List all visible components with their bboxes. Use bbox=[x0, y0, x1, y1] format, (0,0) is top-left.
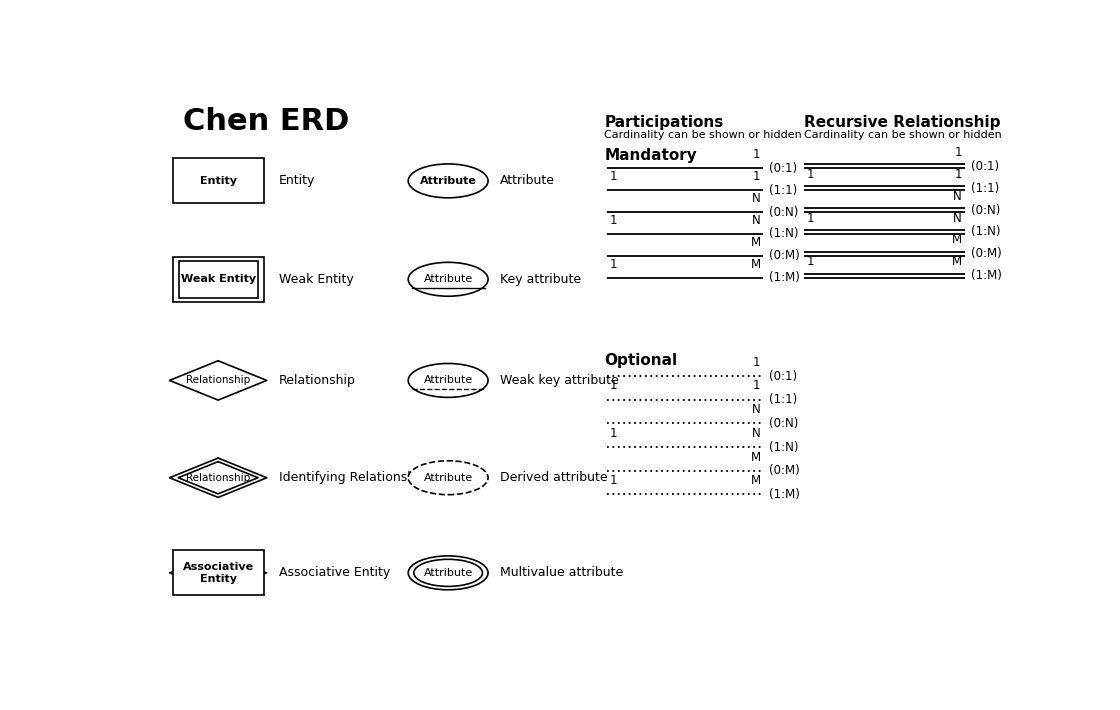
Text: Participations: Participations bbox=[605, 115, 724, 130]
Bar bbox=[172, 550, 263, 595]
Ellipse shape bbox=[408, 262, 488, 296]
Text: M: M bbox=[750, 236, 760, 248]
Text: Recursive Relationship: Recursive Relationship bbox=[804, 115, 1000, 130]
Text: (1:1): (1:1) bbox=[769, 184, 797, 197]
Bar bbox=[172, 257, 263, 302]
Text: (1:M): (1:M) bbox=[769, 271, 800, 284]
Text: Derived attribute: Derived attribute bbox=[501, 471, 608, 484]
Text: Mandatory: Mandatory bbox=[605, 148, 697, 163]
Text: 1: 1 bbox=[609, 379, 617, 393]
Text: Entity: Entity bbox=[279, 175, 315, 187]
Text: Weak Entity: Weak Entity bbox=[279, 273, 354, 286]
Text: (0:M): (0:M) bbox=[769, 249, 800, 262]
Bar bbox=[178, 261, 258, 298]
Text: Attribute: Attribute bbox=[423, 473, 473, 483]
Text: (0:1): (0:1) bbox=[971, 160, 999, 173]
Text: M: M bbox=[750, 258, 760, 271]
Text: 1: 1 bbox=[609, 258, 617, 271]
Text: (0:N): (0:N) bbox=[971, 204, 1000, 217]
Bar bbox=[172, 158, 263, 203]
Text: Chen ERD: Chen ERD bbox=[184, 107, 349, 136]
Ellipse shape bbox=[408, 364, 488, 398]
Ellipse shape bbox=[413, 559, 483, 586]
Text: N: N bbox=[953, 190, 962, 203]
Ellipse shape bbox=[408, 461, 488, 495]
Text: (0:1): (0:1) bbox=[769, 369, 797, 383]
Text: (0:N): (0:N) bbox=[769, 205, 799, 219]
Text: 1: 1 bbox=[609, 474, 617, 487]
Text: (1:N): (1:N) bbox=[769, 227, 799, 241]
Text: (1:N): (1:N) bbox=[971, 226, 1000, 239]
Text: 1: 1 bbox=[806, 168, 814, 181]
Text: 1: 1 bbox=[954, 168, 962, 181]
Text: 1: 1 bbox=[609, 170, 617, 183]
Text: 1: 1 bbox=[753, 148, 760, 161]
Text: Attribute: Attribute bbox=[420, 176, 477, 186]
Text: 1: 1 bbox=[753, 379, 760, 393]
Text: Multivalue attribute: Multivalue attribute bbox=[501, 567, 624, 579]
Text: (1:M): (1:M) bbox=[971, 269, 1001, 282]
Text: (1:1): (1:1) bbox=[769, 393, 797, 406]
Text: M: M bbox=[750, 474, 760, 487]
Text: N: N bbox=[752, 427, 760, 440]
Text: Entity: Entity bbox=[199, 176, 236, 186]
Text: Weak key attribute: Weak key attribute bbox=[501, 374, 619, 387]
Text: Identifying Relationship: Identifying Relationship bbox=[279, 471, 427, 484]
Text: 1: 1 bbox=[609, 427, 617, 440]
Text: Relationship: Relationship bbox=[279, 374, 356, 387]
Text: Relationship: Relationship bbox=[186, 376, 250, 386]
Text: Attribute: Attribute bbox=[423, 274, 473, 284]
Text: (0:M): (0:M) bbox=[769, 464, 800, 477]
Text: Attribute: Attribute bbox=[501, 175, 556, 187]
Ellipse shape bbox=[408, 556, 488, 590]
Text: (0:M): (0:M) bbox=[971, 247, 1001, 261]
Text: (1:1): (1:1) bbox=[971, 182, 999, 195]
Text: M: M bbox=[952, 234, 962, 246]
Text: 1: 1 bbox=[753, 356, 760, 369]
Text: Weak Entity: Weak Entity bbox=[180, 274, 255, 284]
Text: Cardinality can be shown or hidden: Cardinality can be shown or hidden bbox=[605, 130, 802, 140]
Text: N: N bbox=[752, 192, 760, 205]
Text: (1:N): (1:N) bbox=[769, 441, 799, 454]
Text: Associative
Entity: Associative Entity bbox=[183, 562, 254, 584]
Text: (1:M): (1:M) bbox=[769, 488, 800, 501]
Text: N: N bbox=[752, 403, 760, 416]
Text: Relationship: Relationship bbox=[186, 473, 250, 483]
Text: (0:N): (0:N) bbox=[769, 417, 799, 430]
Text: M: M bbox=[750, 451, 760, 464]
Text: Attribute: Attribute bbox=[423, 568, 473, 578]
Text: Associative Entity: Associative Entity bbox=[279, 567, 390, 579]
Text: (0:1): (0:1) bbox=[769, 162, 797, 175]
Text: 1: 1 bbox=[753, 170, 760, 183]
Text: Optional: Optional bbox=[605, 353, 678, 368]
Text: Cardinality can be shown or hidden: Cardinality can be shown or hidden bbox=[804, 130, 1001, 140]
Text: M: M bbox=[952, 256, 962, 268]
Text: N: N bbox=[953, 212, 962, 224]
Text: 1: 1 bbox=[806, 256, 814, 268]
Text: 1: 1 bbox=[609, 214, 617, 226]
Text: 1: 1 bbox=[954, 146, 962, 159]
Text: N: N bbox=[752, 214, 760, 226]
Text: Attribute: Attribute bbox=[423, 376, 473, 386]
Text: 1: 1 bbox=[806, 212, 814, 224]
Ellipse shape bbox=[408, 164, 488, 198]
Text: Key attribute: Key attribute bbox=[501, 273, 581, 286]
